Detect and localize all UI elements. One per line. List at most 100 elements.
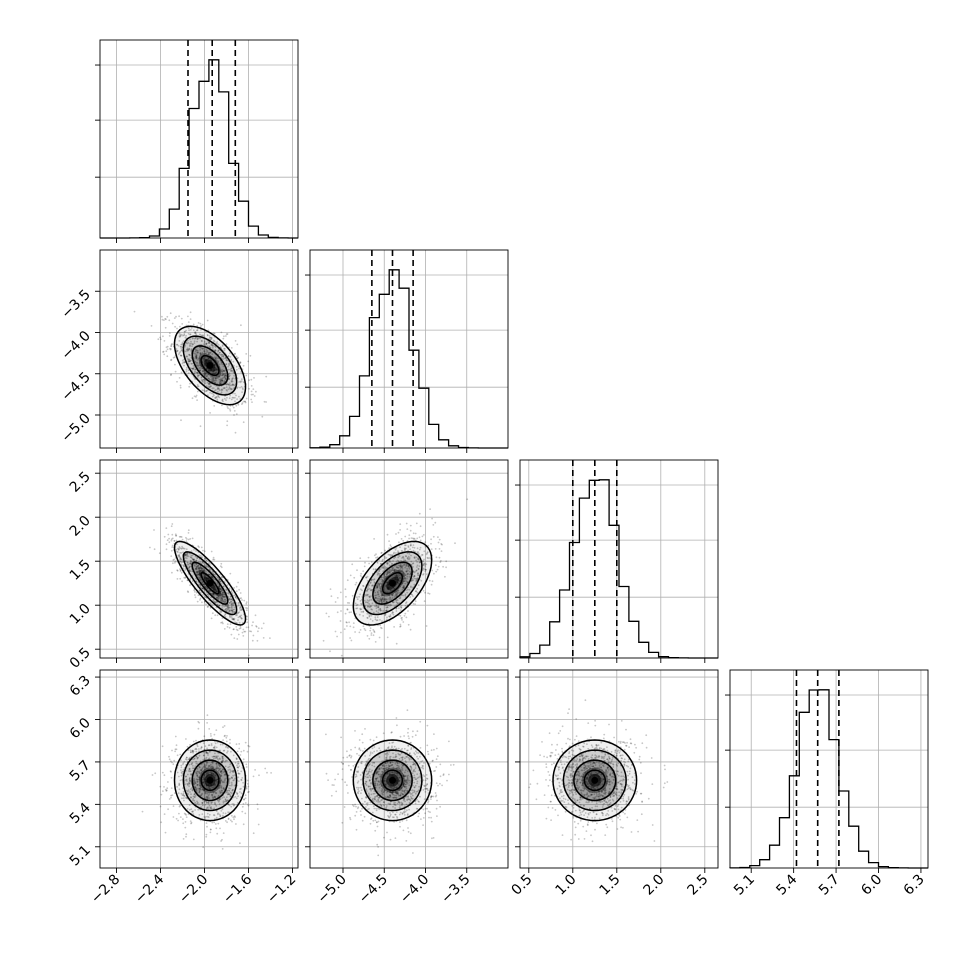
sample-point [215, 371, 218, 374]
sample-point [229, 409, 232, 412]
sample-point [247, 785, 250, 788]
sample-point [212, 378, 215, 380]
sample-point [435, 556, 438, 559]
sample-point [399, 614, 402, 617]
sample-point [208, 382, 211, 385]
sample-point [348, 621, 350, 624]
sample-point [262, 622, 265, 625]
sample-point [265, 401, 267, 403]
sample-point [162, 790, 164, 792]
sample-point [221, 838, 223, 841]
sample-point [369, 822, 372, 825]
y-tick-label: 5.4 [67, 800, 94, 827]
sample-point [175, 539, 178, 542]
sample-point [440, 550, 443, 552]
sample-point [180, 419, 182, 422]
sample-point [225, 383, 228, 386]
sample-point [218, 388, 221, 390]
sample-point [348, 611, 351, 614]
sample-point [439, 782, 441, 785]
sample-point [213, 405, 216, 407]
sample-point [328, 615, 330, 618]
sample-point [225, 386, 228, 389]
sample-point [250, 630, 253, 633]
sample-point [166, 315, 169, 318]
sample-point [220, 331, 223, 334]
sample-point [248, 379, 251, 382]
sample-point [246, 607, 249, 610]
sample-point [235, 626, 238, 628]
sample-point [437, 565, 440, 568]
sample-point [170, 345, 173, 348]
sample-point [166, 355, 169, 358]
sample-point [407, 610, 409, 612]
sample-point [350, 639, 353, 642]
sample-point [423, 600, 426, 603]
sample-point [222, 726, 224, 729]
sample-point [427, 801, 429, 804]
sample-point [436, 755, 439, 758]
sample-point [366, 635, 369, 637]
sample-point [402, 539, 405, 542]
sample-point [174, 735, 177, 738]
sample-point [234, 352, 237, 355]
sample-point [184, 821, 187, 823]
sample-point [414, 734, 417, 737]
sample-point [352, 626, 355, 629]
sample-point [179, 804, 182, 807]
sample-point [163, 786, 165, 788]
sample-point [187, 360, 190, 363]
sample-point [356, 752, 358, 755]
sample-point [165, 527, 168, 529]
sample-point [165, 346, 168, 349]
sample-point [178, 812, 180, 815]
sample-point [222, 832, 225, 834]
sample-point [170, 539, 173, 542]
sample-point [233, 414, 235, 416]
sample-point [230, 347, 233, 349]
sample-point [224, 377, 227, 380]
sample-point [330, 794, 333, 797]
sample-point [207, 351, 210, 354]
sample-point [196, 362, 199, 364]
sample-point [249, 354, 252, 357]
sample-point [362, 625, 365, 628]
sample-point [212, 377, 215, 380]
sample-point [220, 621, 223, 624]
sample-point [223, 335, 225, 338]
sample-point [248, 387, 251, 390]
sample-point [396, 724, 398, 727]
sample-point [232, 370, 234, 372]
sample-point [373, 538, 375, 540]
sample-point [172, 356, 175, 359]
sample-point [408, 537, 410, 540]
sample-point [245, 353, 248, 355]
sample-point [212, 556, 215, 559]
sample-point [208, 386, 210, 389]
sample-point [216, 614, 219, 617]
sample-point [214, 377, 217, 380]
sample-point [395, 533, 397, 535]
sample-point [195, 356, 198, 358]
sample-point [384, 549, 386, 552]
sample-point [206, 319, 209, 322]
sample-point [183, 345, 186, 348]
sample-point [229, 742, 231, 744]
sample-point [237, 581, 240, 584]
sample-point [378, 636, 381, 639]
sample-point [432, 524, 435, 526]
sample-point [197, 545, 200, 547]
sample-point [171, 343, 174, 345]
sample-point [202, 381, 205, 383]
sample-point [245, 609, 248, 612]
sample-point [197, 385, 200, 388]
sample-point [372, 629, 375, 631]
sample-point [181, 343, 184, 346]
sample-point [171, 794, 174, 796]
sample-point [168, 537, 171, 540]
sample-point [189, 820, 192, 822]
sample-point [162, 335, 164, 338]
sample-point [187, 321, 190, 323]
sample-point [229, 572, 232, 575]
sample-point [158, 552, 161, 555]
